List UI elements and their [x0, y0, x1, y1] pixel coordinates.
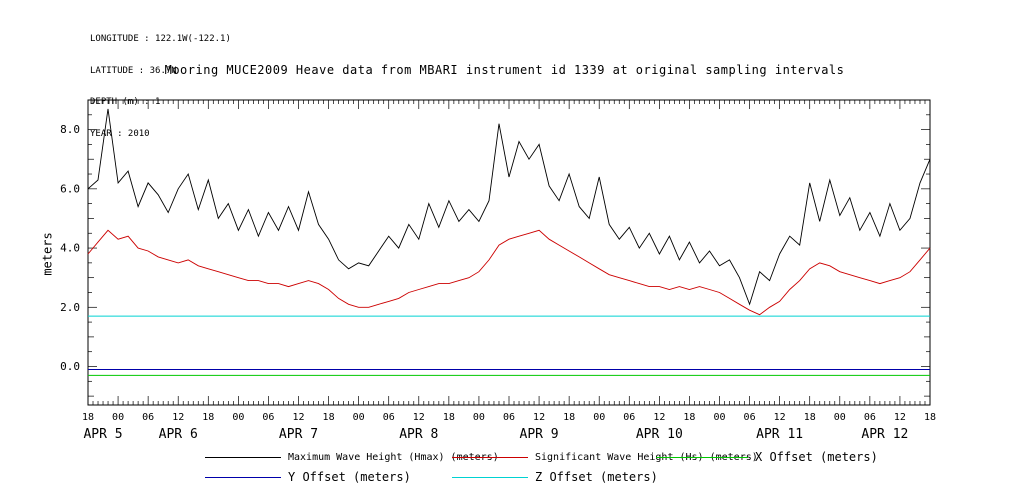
x-hour-label: 18 — [82, 412, 94, 423]
metadata-block: LONGITUDE : 122.1W(-122.1) LATITUDE : 36… — [90, 13, 231, 150]
legend-item-z-offset: Z Offset (meters) — [452, 470, 658, 484]
x-hour-label: 18 — [202, 412, 214, 423]
x-hour-label: 00 — [473, 412, 485, 423]
legend-label-hs: Significant Wave Height (Hs) (meters) — [535, 452, 758, 463]
legend-label-y-offset: Y Offset (meters) — [288, 470, 411, 484]
x-hour-label: 06 — [623, 412, 635, 423]
x-hour-label: 06 — [383, 412, 395, 423]
legend-line-x-offset — [656, 456, 748, 458]
x-hour-label: 18 — [924, 412, 936, 423]
x-hour-label: 06 — [142, 412, 154, 423]
latitude-label: LATITUDE : 36.7N — [90, 65, 177, 76]
x-hour-label: 18 — [563, 412, 575, 423]
y-tick-label: 8.0 — [60, 123, 80, 136]
hmax-series-line — [87, 108, 931, 306]
legend-line-hmax — [205, 457, 281, 458]
year-label: YEAR : 2010 — [90, 128, 150, 139]
x-hour-label: 12 — [292, 412, 304, 423]
hs-series-line — [87, 229, 931, 316]
x-day-label: APR 12 — [861, 427, 908, 442]
x-hour-label: 06 — [262, 412, 274, 423]
legend-line-hs — [452, 457, 528, 458]
x-hour-label: 12 — [413, 412, 425, 423]
x-hour-label: 12 — [774, 412, 786, 423]
y-tick-label: 4.0 — [60, 242, 80, 255]
x-hour-label: 12 — [653, 412, 665, 423]
plot-border — [87, 99, 931, 406]
x-hour-label: 00 — [834, 412, 846, 423]
x-hour-label: 00 — [353, 412, 365, 423]
x-hour-label: 18 — [323, 412, 335, 423]
x-hour-label: 00 — [593, 412, 605, 423]
x-hour-label: 06 — [744, 412, 756, 423]
x-day-label: APR 11 — [756, 427, 803, 442]
x-day-label: APR 7 — [279, 427, 318, 442]
x-day-label: APR 9 — [520, 427, 559, 442]
x-hour-label: 00 — [232, 412, 244, 423]
chart-title: Mooring MUCE2009 Heave data from MBARI i… — [164, 63, 845, 77]
x-day-label: APR 8 — [399, 427, 438, 442]
longitude-label: LONGITUDE : 122.1W(-122.1) — [90, 34, 231, 44]
x-day-label: APR 5 — [83, 427, 122, 442]
legend-item-hs: Significant Wave Height (Hs) (meters) — [452, 452, 758, 463]
y-tick-label: 0.0 — [60, 360, 80, 373]
legend-item-hmax: Maximum Wave Height (Hmax) (meters) — [205, 452, 499, 463]
x-hour-label: 18 — [804, 412, 816, 423]
x-day-label: APR 6 — [159, 427, 198, 442]
x-hour-label: 12 — [533, 412, 545, 423]
x-hour-label: 18 — [683, 412, 695, 423]
y-tick-label: 6.0 — [60, 182, 80, 195]
x-hour-label: 00 — [713, 412, 725, 423]
legend-line-z-offset — [452, 476, 528, 478]
legend-label-hmax: Maximum Wave Height (Hmax) (meters) — [288, 452, 499, 463]
x-hour-label: 06 — [503, 412, 515, 423]
x-hour-label: 06 — [864, 412, 876, 423]
y-tick-label: 2.0 — [60, 301, 80, 314]
x-hour-label: 12 — [894, 412, 906, 423]
x-hour-label: 18 — [443, 412, 455, 423]
legend-item-y-offset: Y Offset (meters) — [205, 470, 411, 484]
legend-item-x-offset: X Offset (meters) — [656, 450, 878, 464]
legend-label-z-offset: Z Offset (meters) — [535, 470, 658, 484]
legend-line-y-offset — [205, 476, 281, 478]
x-day-label: APR 10 — [636, 427, 683, 442]
legend-label-x-offset: X Offset (meters) — [755, 450, 878, 464]
x-hour-label: 12 — [172, 412, 184, 423]
x-hour-label: 00 — [112, 412, 124, 423]
depth-label: DEPTH (m) : 1 — [90, 97, 161, 107]
